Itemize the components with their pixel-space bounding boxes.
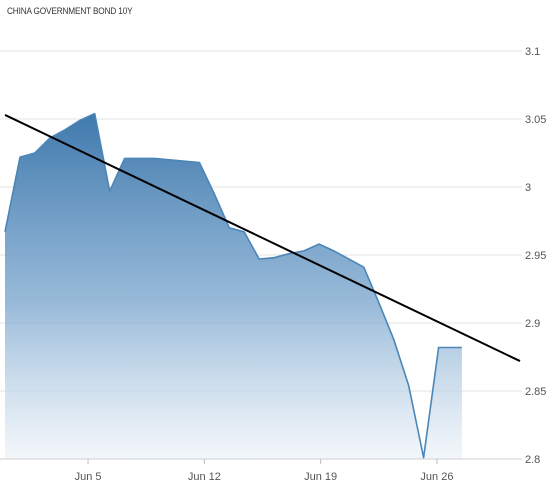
yield-line	[4, 112, 462, 459]
y-tick-label: 2.8	[525, 454, 540, 466]
trend-line	[4, 114, 521, 362]
chart-title: CHINA GOVERNMENT BOND 10Y	[7, 6, 133, 16]
y-tick-label: 2.9	[525, 318, 540, 330]
trend-layer	[4, 114, 521, 362]
x-tick-label: Jun 5	[75, 471, 102, 483]
axis-layer: 3.1 3.05 3 2.95 2.9 2.85 2.8 Jun 5 Jun 12 Jun 19 J…	[0, 46, 546, 483]
x-tick-label: Jun 26	[420, 471, 453, 483]
y-tick-label: 3.1	[525, 46, 540, 58]
y-tick-label: 3	[525, 182, 531, 194]
area-layer	[4, 112, 462, 459]
y-tick-label: 3.05	[525, 114, 546, 126]
x-tick-label: Jun 19	[304, 471, 337, 483]
yield-area	[5, 113, 462, 459]
y-tick-label: 2.95	[525, 250, 546, 262]
x-tick-label: Jun 12	[188, 471, 221, 483]
y-tick-label: 2.85	[525, 386, 546, 398]
